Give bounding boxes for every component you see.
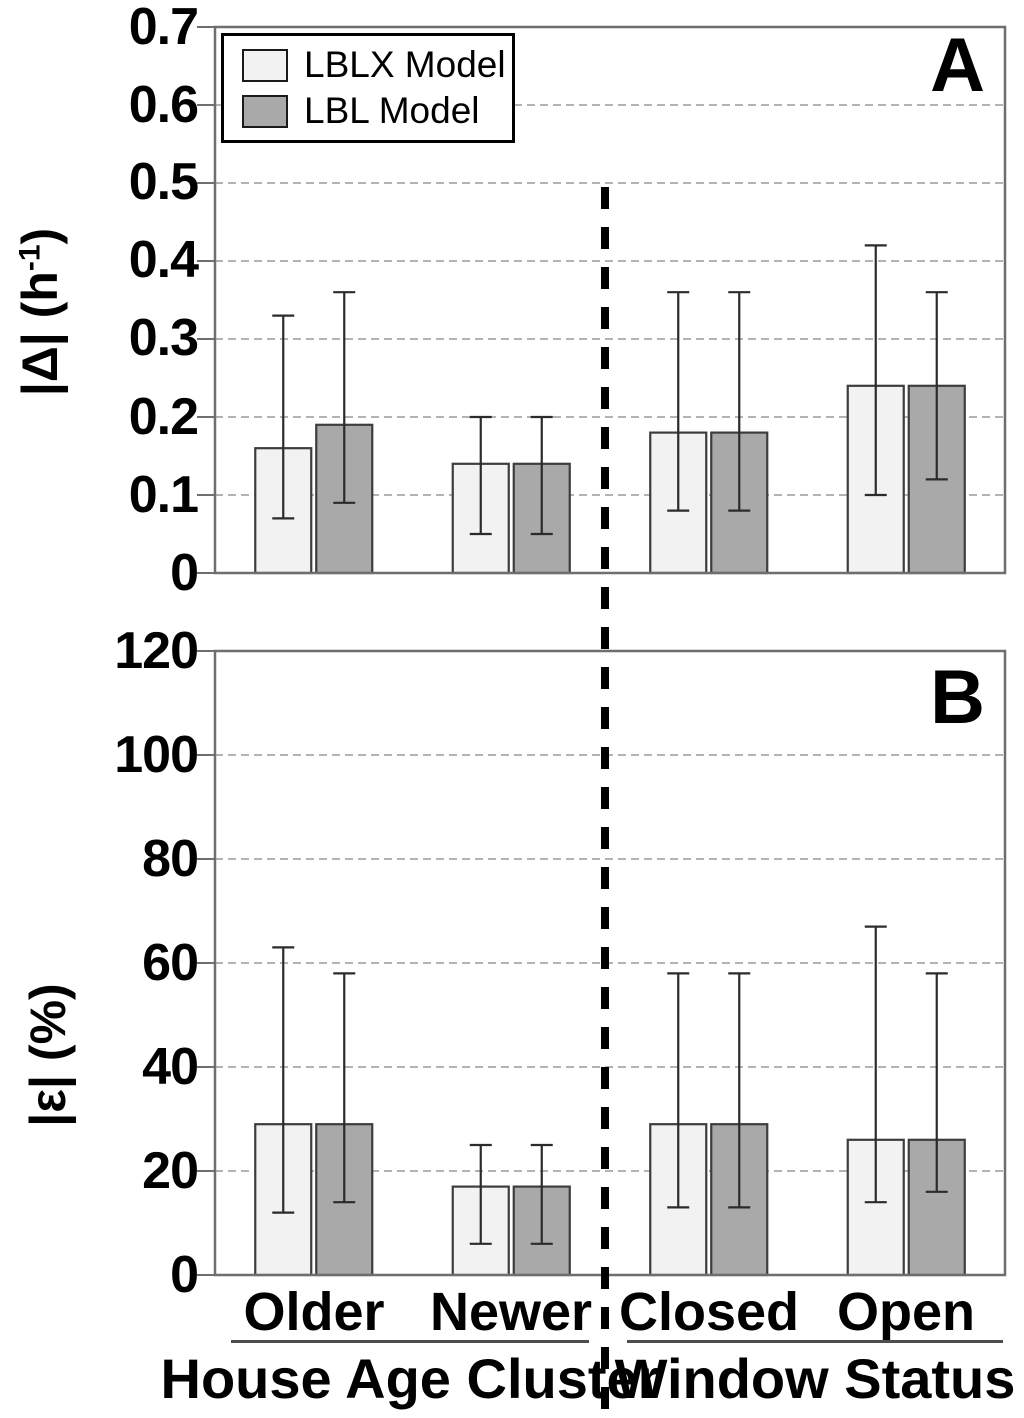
y-tick-label-b: 80: [142, 830, 199, 888]
group-underline-window-status: [627, 1340, 1003, 1343]
legend-label-lbl: LBL Model: [304, 90, 480, 131]
y-axis-title-panel-b: |ε| (%): [18, 855, 78, 1255]
y-tick-label-a: 0.6: [128, 76, 199, 134]
legend-label-lblx: LBLX Model: [304, 44, 506, 85]
legend-item-lbl: LBL Model: [242, 92, 512, 130]
y-tick-label-b: 0: [170, 1246, 199, 1304]
category-label-closed: Closed: [618, 1282, 800, 1342]
group-label-window-status: Window Status: [614, 1347, 1016, 1410]
y-tick-label-b: 20: [142, 1142, 199, 1200]
y-axis-title-a-superscript: -1: [13, 244, 47, 272]
y-axis-title-b-text: |ε| (%): [20, 983, 76, 1127]
y-tick-label-a: 0.1: [128, 466, 199, 524]
legend-swatch-lbl: [242, 94, 288, 128]
y-tick-label-a: 0.4: [128, 231, 199, 289]
legend: LBLX Model LBL Model: [221, 33, 515, 143]
plot-border-b: [213, 649, 1007, 1277]
y-tick-label-a: 0.2: [128, 388, 199, 446]
category-label-newer: Newer: [429, 1282, 593, 1342]
group-underline-house-age: [231, 1340, 589, 1343]
y-tick-label-a: 0.5: [128, 153, 199, 211]
legend-swatch-lblx: [242, 48, 288, 82]
category-label-open: Open: [836, 1282, 975, 1342]
y-tick-label-b: 60: [142, 934, 199, 992]
group-label-house-age-cluster: House Age Cluster: [160, 1347, 660, 1410]
y-axis-title-a-text: |Δ| (h: [12, 271, 68, 397]
y-axis-title-a-close: ): [12, 227, 68, 245]
category-label-older: Older: [243, 1282, 385, 1342]
y-tick-label-a: 0: [170, 544, 199, 602]
y-tick-label-b: 100: [114, 726, 199, 784]
y-axis-title-panel-a: |Δ| (h-1): [10, 112, 70, 512]
panel-label-b: B: [930, 655, 985, 740]
y-tick-label-b: 40: [142, 1038, 199, 1096]
plot-border-a: [213, 25, 1007, 575]
legend-item-lblx: LBLX Model: [242, 46, 512, 84]
y-tick-label-a: 0.3: [128, 309, 199, 367]
y-tick-label-b: 120: [114, 622, 199, 680]
y-tick-label-a: 0.7: [128, 0, 199, 56]
panel-label-a: A: [930, 23, 985, 108]
